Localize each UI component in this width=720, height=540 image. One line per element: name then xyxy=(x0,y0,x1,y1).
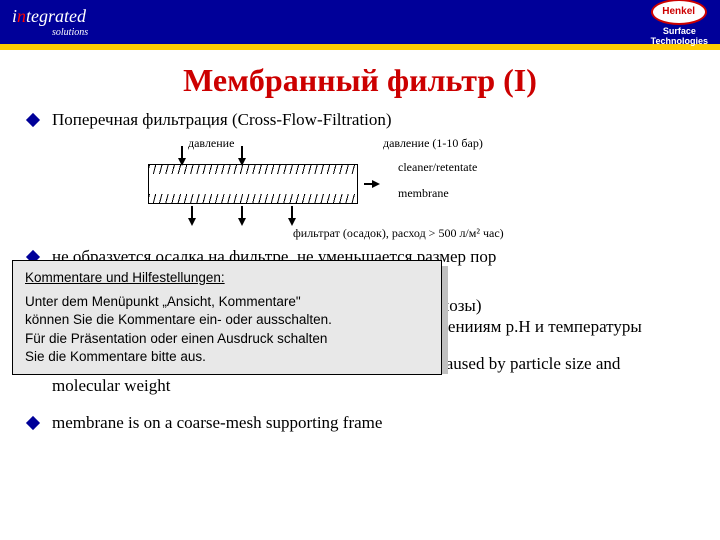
arrow-out-2 xyxy=(238,218,246,226)
overlay-line2: Unter dem Menüpunkt „Ansicht, Kommentare… xyxy=(25,293,429,311)
diagram: давление давление (1-10 бар) cleaner/ret… xyxy=(28,136,692,246)
bullet-icon xyxy=(26,113,40,127)
logo-right: Henkel SurfaceTechnologies xyxy=(651,0,708,46)
arrow-in-1 xyxy=(178,158,186,166)
bullet-1: Поперечная фильтрация (Cross-Flow-Filtra… xyxy=(28,109,692,130)
logo-tegrated: tegrated xyxy=(26,6,86,26)
arrow-in-2 xyxy=(238,158,246,166)
logo-left: integrated solutions xyxy=(12,6,88,38)
logo-solutions: solutions xyxy=(52,27,88,38)
bullet-1-text: Поперечная фильтрация (Cross-Flow-Filtra… xyxy=(52,109,392,130)
membrane-box xyxy=(148,164,358,204)
bullet-icon xyxy=(26,416,40,430)
overlay-line1: Kommentare und Hilfestellungen: xyxy=(25,269,429,287)
label-cleaner: cleaner/retentate xyxy=(398,160,477,175)
yellow-divider xyxy=(0,44,720,50)
label-filtrate: фильтрат (осадок), расход > 500 л/м² час… xyxy=(293,226,504,241)
arrow-out-right xyxy=(372,180,380,188)
surface-tech-label: SurfaceTechnologies xyxy=(651,26,708,46)
logo-n: n xyxy=(17,6,26,26)
label-pressure: давление xyxy=(188,136,234,151)
page-title: Мембранный фильтр (I) xyxy=(0,62,720,99)
bullet-4-text: membrane is on a coarse-mesh supporting … xyxy=(52,412,382,433)
bullet-4: membrane is on a coarse-mesh supporting … xyxy=(28,412,692,433)
overlay-line5: Sie die Kommentare bitte aus. xyxy=(25,348,429,366)
header-bar: integrated solutions Henkel SurfaceTechn… xyxy=(0,0,720,44)
arrow-out-3 xyxy=(288,218,296,226)
arrow-out-1 xyxy=(188,218,196,226)
label-membrane: membrane xyxy=(398,186,449,201)
comment-overlay: Kommentare und Hilfestellungen: Unter de… xyxy=(12,260,442,375)
label-pressure-bar: давление (1-10 бар) xyxy=(383,136,483,151)
overlay-line3: können Sie die Kommentare ein- oder auss… xyxy=(25,311,429,329)
overlay-line4: Für die Präsentation oder einen Ausdruck… xyxy=(25,330,429,348)
henkel-logo: Henkel xyxy=(651,0,707,25)
